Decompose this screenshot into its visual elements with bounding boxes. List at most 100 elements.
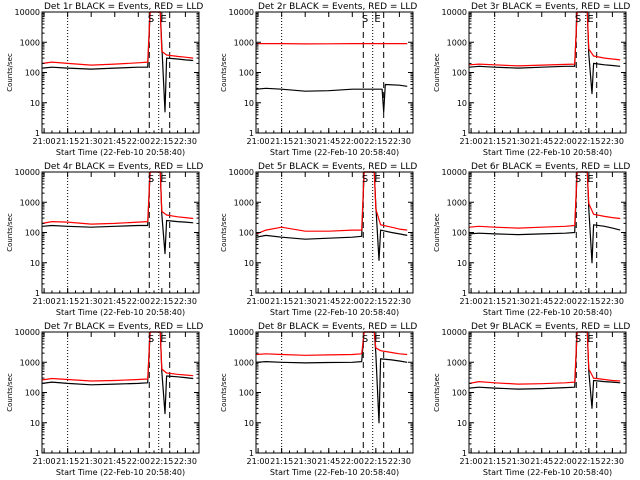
- y-tick-label: 1000: [447, 358, 467, 367]
- x-tick-label: 21:30: [294, 297, 317, 306]
- x-tick-label: 21:45: [530, 137, 553, 146]
- y-tick-label: 100: [239, 69, 254, 78]
- panel-title: Det 7r BLACK = Events, RED = LLD: [44, 322, 203, 332]
- x-tick-label: 22:15: [150, 137, 173, 146]
- lld-series-line: [256, 171, 408, 235]
- x-tick-label: 21:30: [80, 137, 103, 146]
- y-tick-label: 1000: [234, 198, 254, 207]
- y-tick-label: 1000: [20, 358, 40, 367]
- annotation-s: S: [575, 174, 581, 185]
- lld-series-line: [42, 11, 194, 66]
- x-tick-label: 22:00: [127, 457, 150, 466]
- x-tick-label: 22:30: [601, 137, 624, 146]
- y-tick-label: 10: [457, 99, 467, 108]
- x-tick-label: 21:15: [56, 137, 79, 146]
- events-series-line: [469, 331, 621, 409]
- x-tick-label: 21:45: [103, 457, 126, 466]
- x-tick-label: 21:15: [483, 297, 506, 306]
- annotation-e: E: [374, 14, 380, 25]
- y-tick-label: 100: [239, 229, 254, 238]
- x-tick-label: 22:00: [554, 457, 577, 466]
- y-tick-label: 100: [25, 389, 40, 398]
- y-tick-label: 10: [244, 99, 254, 108]
- plot-frame: [255, 331, 414, 454]
- y-tick-label: 1: [249, 449, 254, 458]
- y-tick-label: 10: [457, 419, 467, 428]
- x-tick-label: 21:00: [33, 457, 56, 466]
- y-tick-label: 10000: [229, 328, 254, 337]
- x-tick-label: 21:45: [530, 457, 553, 466]
- y-tick-label: 1000: [20, 198, 40, 207]
- events-series-line: [469, 171, 621, 264]
- annotation-s: S: [148, 174, 154, 185]
- y-tick-label: 1: [462, 449, 467, 458]
- x-tick-label: 22:00: [341, 137, 364, 146]
- panel-title: Det 3r BLACK = Events, RED = LLD: [471, 2, 630, 12]
- y-tick-label: 10: [30, 99, 40, 108]
- x-tick-label: 21:45: [317, 297, 340, 306]
- y-tick-label: 100: [25, 69, 40, 78]
- plot-frame: [468, 331, 627, 454]
- x-tick-label: 22:15: [150, 297, 173, 306]
- x-tick-label: 21:30: [507, 457, 530, 466]
- x-tick-label: 21:15: [56, 457, 79, 466]
- y-axis-label: Counts/sec: [6, 213, 14, 252]
- y-tick-label: 1: [249, 289, 254, 298]
- panel-det-6: Det 6r BLACK = Events, RED = LLD S E 1 10 100…: [433, 162, 630, 317]
- y-tick-label: 1000: [447, 38, 467, 47]
- x-tick-label: 21:30: [80, 457, 103, 466]
- y-tick-label: 10000: [442, 168, 467, 177]
- panel-title: Det 4r BLACK = Events, RED = LLD: [44, 162, 203, 172]
- panel-det-8: Det 8r BLACK = Events, RED = LLD S E 1 10 100…: [220, 322, 417, 477]
- x-axis-label: Start Time (22-Feb-10 20:58:40): [270, 148, 399, 157]
- x-tick-label: 22:15: [577, 457, 600, 466]
- y-tick-label: 1: [462, 129, 467, 138]
- x-tick-label: 21:30: [294, 137, 317, 146]
- annotation-s: S: [362, 334, 368, 345]
- annotation-s: S: [148, 334, 154, 345]
- panel-det-4: Det 4r BLACK = Events, RED = LLD S E 1 10 100…: [6, 162, 203, 317]
- panel-title: Det 6r BLACK = Events, RED = LLD: [471, 162, 630, 172]
- x-axis-label: Start Time (22-Feb-10 20:58:40): [270, 308, 399, 317]
- x-axis-label: Start Time (22-Feb-10 20:58:40): [56, 468, 185, 477]
- events-series-line: [256, 171, 408, 261]
- panel-det-9: Det 9r BLACK = Events, RED = LLD S E 1 10 100…: [433, 322, 630, 477]
- y-tick-label: 10000: [229, 168, 254, 177]
- y-tick-label: 10: [30, 419, 40, 428]
- panel-det-7: Det 7r BLACK = Events, RED = LLD S E 1 10 100…: [6, 322, 203, 477]
- y-tick-label: 1: [249, 129, 254, 138]
- plot-frame: [41, 171, 200, 294]
- x-tick-label: 21:30: [507, 137, 530, 146]
- lld-series-line: [469, 331, 621, 385]
- x-tick-label: 22:15: [577, 137, 600, 146]
- x-tick-label: 22:15: [364, 297, 387, 306]
- y-tick-label: 100: [25, 229, 40, 238]
- y-tick-label: 100: [452, 389, 467, 398]
- x-tick-label: 21:30: [294, 457, 317, 466]
- plot-frame: [41, 331, 200, 454]
- annotation-s: S: [575, 334, 581, 345]
- x-tick-label: 22:30: [388, 297, 411, 306]
- events-series-line: [256, 83, 408, 113]
- y-tick-label: 1000: [234, 358, 254, 367]
- x-tick-label: 21:00: [460, 457, 483, 466]
- x-tick-label: 22:15: [577, 297, 600, 306]
- y-axis-label: Counts/sec: [433, 213, 441, 252]
- y-tick-label: 10: [457, 259, 467, 268]
- x-tick-label: 21:45: [103, 297, 126, 306]
- y-axis-label: Counts/sec: [6, 373, 14, 412]
- annotation-e: E: [587, 14, 593, 25]
- y-axis-label: Counts/sec: [433, 53, 441, 92]
- panel-det-5: Det 5r BLACK = Events, RED = LLD S E 1 10 100…: [220, 162, 417, 317]
- x-tick-label: 21:00: [247, 297, 270, 306]
- x-tick-label: 21:45: [530, 297, 553, 306]
- y-tick-label: 10000: [15, 328, 40, 337]
- x-tick-label: 21:00: [460, 297, 483, 306]
- events-series-line: [256, 331, 408, 424]
- annotation-s: S: [575, 14, 581, 25]
- y-tick-label: 10000: [15, 8, 40, 17]
- plot-frame: [468, 171, 627, 294]
- x-tick-label: 21:15: [270, 457, 293, 466]
- y-tick-label: 10000: [442, 328, 467, 337]
- x-tick-label: 21:00: [33, 297, 56, 306]
